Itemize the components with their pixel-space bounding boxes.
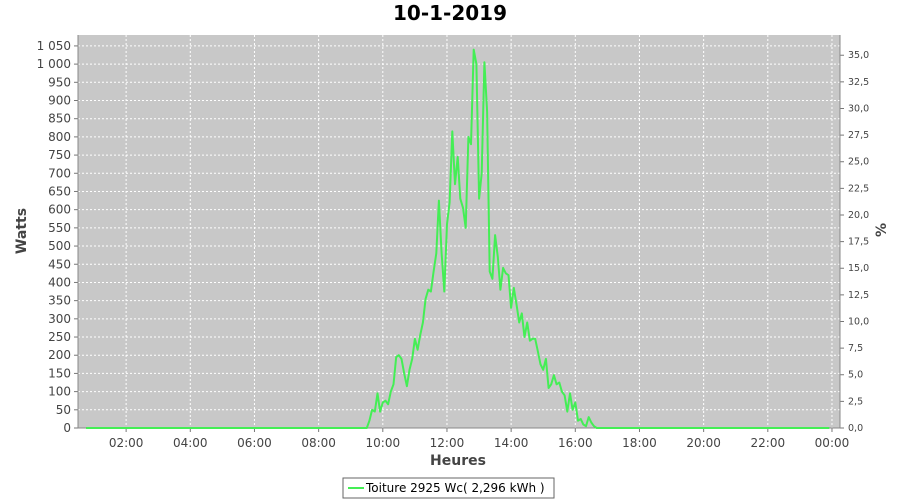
y-tick-label: 450 xyxy=(48,257,71,271)
y2-tick-label: 5,0 xyxy=(848,370,863,381)
y-tick-label: 850 xyxy=(48,112,71,126)
y-tick-label: 500 xyxy=(48,239,71,253)
y2-tick-label: 2,5 xyxy=(848,396,863,407)
y2-tick-label: 0,0 xyxy=(848,423,863,434)
y-tick-label: 50 xyxy=(56,403,71,417)
y-tick-label: 400 xyxy=(48,275,71,289)
x-tick-label: 06:00 xyxy=(237,436,272,450)
y-tick-label: 900 xyxy=(48,94,71,108)
series-line xyxy=(86,48,830,429)
y-tick-label: 700 xyxy=(48,166,71,180)
y-tick-label: 750 xyxy=(48,148,71,162)
y2-tick-label: 7,5 xyxy=(848,343,863,354)
legend: Toiture 2925 Wc( 2,296 kWh ) xyxy=(342,477,555,499)
series-layer xyxy=(86,48,830,429)
y-tick-label: 150 xyxy=(48,366,71,380)
y2-tick-label: 22,5 xyxy=(848,183,869,194)
y2-tick-label: 15,0 xyxy=(848,263,869,274)
y-tick-label: 250 xyxy=(48,330,71,344)
y-tick-label: 100 xyxy=(48,385,71,399)
x-tick-label: 12:00 xyxy=(430,436,465,450)
y-tick-label: 600 xyxy=(48,203,71,217)
y2-tick-label: 27,5 xyxy=(848,130,869,141)
y-tick-label: 200 xyxy=(48,348,71,362)
x-tick-label: 10:00 xyxy=(366,436,401,450)
y-tick-label: 650 xyxy=(48,184,71,198)
x-tick-label: 16:00 xyxy=(558,436,593,450)
y-tick-label: 800 xyxy=(48,130,71,144)
y-tick-label: 1 000 xyxy=(37,57,71,71)
chart-title: 10-1-2019 xyxy=(393,1,507,25)
y-tick-label: 1 050 xyxy=(37,39,71,53)
y2-tick-label: 10,0 xyxy=(848,316,869,327)
y2-tick-label: 30,0 xyxy=(848,103,869,114)
y2-tick-label: 20,0 xyxy=(848,210,869,221)
legend-box xyxy=(342,477,555,499)
x-tick-label: 20:00 xyxy=(686,436,721,450)
y-tick-label: 300 xyxy=(48,312,71,326)
y2-tick-label: 17,5 xyxy=(848,237,869,248)
y-tick-label: 550 xyxy=(48,221,71,235)
x-tick-label: 04:00 xyxy=(173,436,208,450)
x-tick-label: 08:00 xyxy=(301,436,336,450)
y-tick-label: 0 xyxy=(63,421,71,435)
axes: 0 50 100 150 200 250 300 350 400 450 500 550 600 650 7… xyxy=(37,35,869,450)
x-tick-label: 02:00 xyxy=(109,436,144,450)
y-axis-label: Watts xyxy=(14,208,30,254)
x-tick-label: 14:00 xyxy=(494,436,529,450)
y2-tick-label: 25,0 xyxy=(848,157,869,168)
x-tick-label: 18:00 xyxy=(622,436,657,450)
y2-tick-label: 12,5 xyxy=(848,290,869,301)
y2-tick-label: 32,5 xyxy=(848,77,869,88)
plot-area xyxy=(78,35,840,428)
y2-axis-label: % xyxy=(874,223,890,237)
y-tick-label: 350 xyxy=(48,294,71,308)
x-axis-label: Heures xyxy=(430,453,486,469)
x-tick-label: 00:00 xyxy=(815,436,850,450)
y-tick-label: 950 xyxy=(48,75,71,89)
legend-entry: Toiture 2925 Wc( 2,296 kWh ) xyxy=(365,481,545,495)
y2-tick-label: 35,0 xyxy=(848,50,869,61)
x-tick-label: 22:00 xyxy=(751,436,786,450)
